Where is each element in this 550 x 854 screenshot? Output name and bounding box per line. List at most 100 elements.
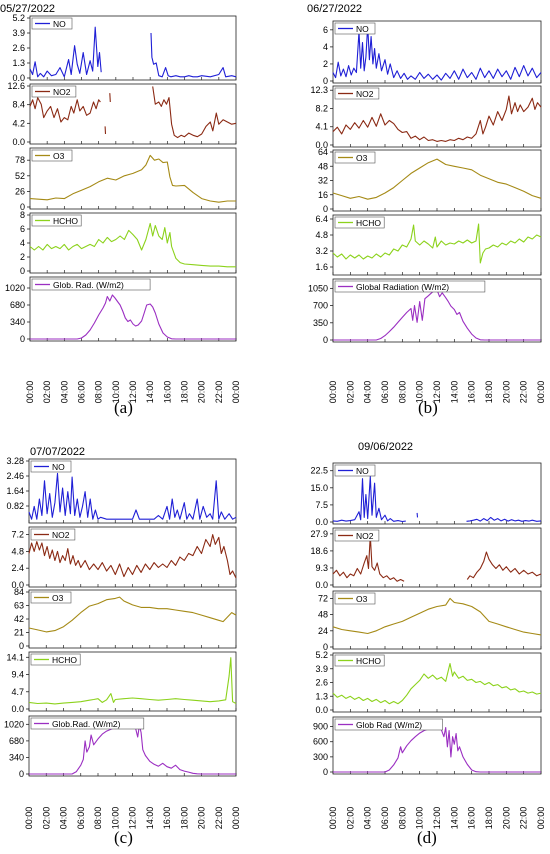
legend-box <box>31 149 73 162</box>
legend-label: HCHO <box>356 656 381 666</box>
legend: HCHO <box>31 214 82 227</box>
y-tick-label: 300 <box>313 752 328 762</box>
y-tick-label: 0.82 <box>6 501 24 511</box>
legend-box <box>31 278 151 291</box>
subplot-no: 0.82 1.64 2.46 3.28 NO <box>6 456 237 524</box>
series-line <box>29 86 237 139</box>
y-tick-label: 15.0 <box>310 483 328 493</box>
y-tick-label: 0.0 <box>12 137 25 147</box>
y-tick-label: 1020 <box>4 719 24 729</box>
subplot-no2: 0.0 4.2 8.4 12.6 NO2 <box>7 81 237 147</box>
legend-box <box>31 214 82 227</box>
x-tick-label: 12:00 <box>128 807 138 830</box>
x-tick-label: 00:00 <box>536 381 546 404</box>
series-line <box>29 154 236 203</box>
subplot-o3: 0 24 48 72 O3 <box>318 590 542 652</box>
panel-label-c: (c) <box>114 828 133 847</box>
x-tick-label: 12:00 <box>432 381 442 404</box>
y-tick-label: 27.9 <box>310 529 328 539</box>
legend: NO2 <box>334 87 380 100</box>
subplot-global-radiation-w-m2: 0 350 700 1050 Global Radiation (W/m2) <box>308 278 542 345</box>
series-line <box>332 25 542 81</box>
y-tick-label: 0 <box>20 334 25 344</box>
y-tick-label: 0 <box>323 335 328 345</box>
x-tick-label: 12:00 <box>432 807 442 830</box>
y-tick-label: 8 <box>20 210 25 220</box>
legend-label: NO2 <box>356 531 374 541</box>
x-tick-label: 10:00 <box>415 807 425 830</box>
y-tick-label: 48 <box>318 161 328 171</box>
legend: NO <box>334 22 376 35</box>
y-tick-label: 3.9 <box>12 28 25 38</box>
panel-label-b: (b) <box>418 398 438 417</box>
y-tick-label: 84 <box>14 587 24 597</box>
y-tick-label: 0.0 <box>315 140 328 150</box>
x-tick-label: 18:00 <box>484 381 494 404</box>
legend: NO2 <box>30 528 76 541</box>
x-tick-label: 00:00 <box>536 807 546 830</box>
x-tick-label: 00:00 <box>328 807 338 830</box>
y-tick-label: 16 <box>318 190 328 200</box>
y-tick-label: 2.46 <box>6 471 24 481</box>
x-tick-label: 18:00 <box>484 807 494 830</box>
y-tick-label: 32 <box>318 176 328 186</box>
x-tick-label: 06:00 <box>380 807 390 830</box>
x-tick-label: 00:00 <box>231 807 241 830</box>
y-tick-label: 0.0 <box>315 580 328 590</box>
x-tick-label: 00:00 <box>24 807 34 830</box>
y-tick-label: 9.3 <box>315 563 328 573</box>
y-tick-label: 8.4 <box>12 100 25 110</box>
y-tick-label: 2 <box>323 59 328 69</box>
y-tick-label: 12.3 <box>310 85 328 95</box>
y-tick-label: 680 <box>10 300 25 310</box>
legend: Glob.Rad. (W/m2) <box>30 717 145 730</box>
legend-box <box>31 17 73 30</box>
panel-date: 06/27/2022 <box>307 3 362 15</box>
legend-label: NO <box>356 24 369 34</box>
y-tick-label: 6 <box>323 25 328 35</box>
y-tick-label: 64 <box>318 147 328 157</box>
panel-date: 09/06/2022 <box>358 441 413 453</box>
subplot-hcho: 0 2 4 6 8 HCHO <box>20 210 237 276</box>
y-tick-label: 0 <box>323 76 328 86</box>
series-line <box>332 475 542 523</box>
x-tick-label: 04:00 <box>363 807 373 830</box>
legend-label: O3 <box>356 594 368 604</box>
x-tick-label: 06:00 <box>77 381 87 404</box>
legend-label: Glob Rad (W/m2) <box>356 720 422 730</box>
series-line <box>333 289 541 341</box>
y-tick-label: 4.8 <box>11 546 24 556</box>
legend: NO <box>334 464 376 477</box>
subplot-no: 0.0 1.3 2.6 3.9 5.2 NO <box>12 13 237 83</box>
y-tick-label: 14.1 <box>6 652 24 662</box>
subplot-no: 0 2 4 6 NO <box>323 20 542 86</box>
y-tick-label: 1.64 <box>6 486 24 496</box>
series-line <box>332 534 542 582</box>
y-tick-label: 2.6 <box>315 678 328 688</box>
series-line <box>28 596 237 633</box>
subplot-no2: 0.0 4.1 8.2 12.3 NO2 <box>310 85 542 150</box>
y-tick-label: 0 <box>19 769 24 779</box>
subplot-o3: 0 16 32 48 64 O3 <box>318 147 542 214</box>
subplot-o3: 0 21 42 63 84 O3 <box>14 587 237 651</box>
y-tick-label: 18.6 <box>310 546 328 556</box>
y-tick-label: 1.3 <box>315 691 328 701</box>
x-tick-label: 04:00 <box>363 381 373 404</box>
y-tick-label: 2.6 <box>12 43 25 53</box>
panel-a: 05/27/2022 0.0 1.3 2.6 3.9 5.2 NO 0.0 4.2 8.4 12.6… <box>0 3 241 403</box>
y-tick-label: 3.28 <box>6 456 24 466</box>
y-tick-label: 26 <box>15 186 25 196</box>
x-tick-label: 16:00 <box>162 807 172 830</box>
legend: Glob Rad (W/m2) <box>334 718 443 731</box>
x-tick-label: 14:00 <box>145 807 155 830</box>
y-tick-label: 0 <box>323 767 328 777</box>
y-tick-label: 4 <box>323 42 328 52</box>
legend-label: NO <box>53 19 66 29</box>
legend-box <box>30 717 145 730</box>
x-tick-label: 16:00 <box>467 381 477 404</box>
x-tick-label: 00:00 <box>231 381 241 404</box>
x-tick-label: 02:00 <box>345 807 355 830</box>
y-tick-label: 1.3 <box>12 58 25 68</box>
subplot-hcho: 1.6 3.2 4.8 6.4 HCHO <box>315 214 542 276</box>
y-tick-label: 5.2 <box>12 13 25 23</box>
